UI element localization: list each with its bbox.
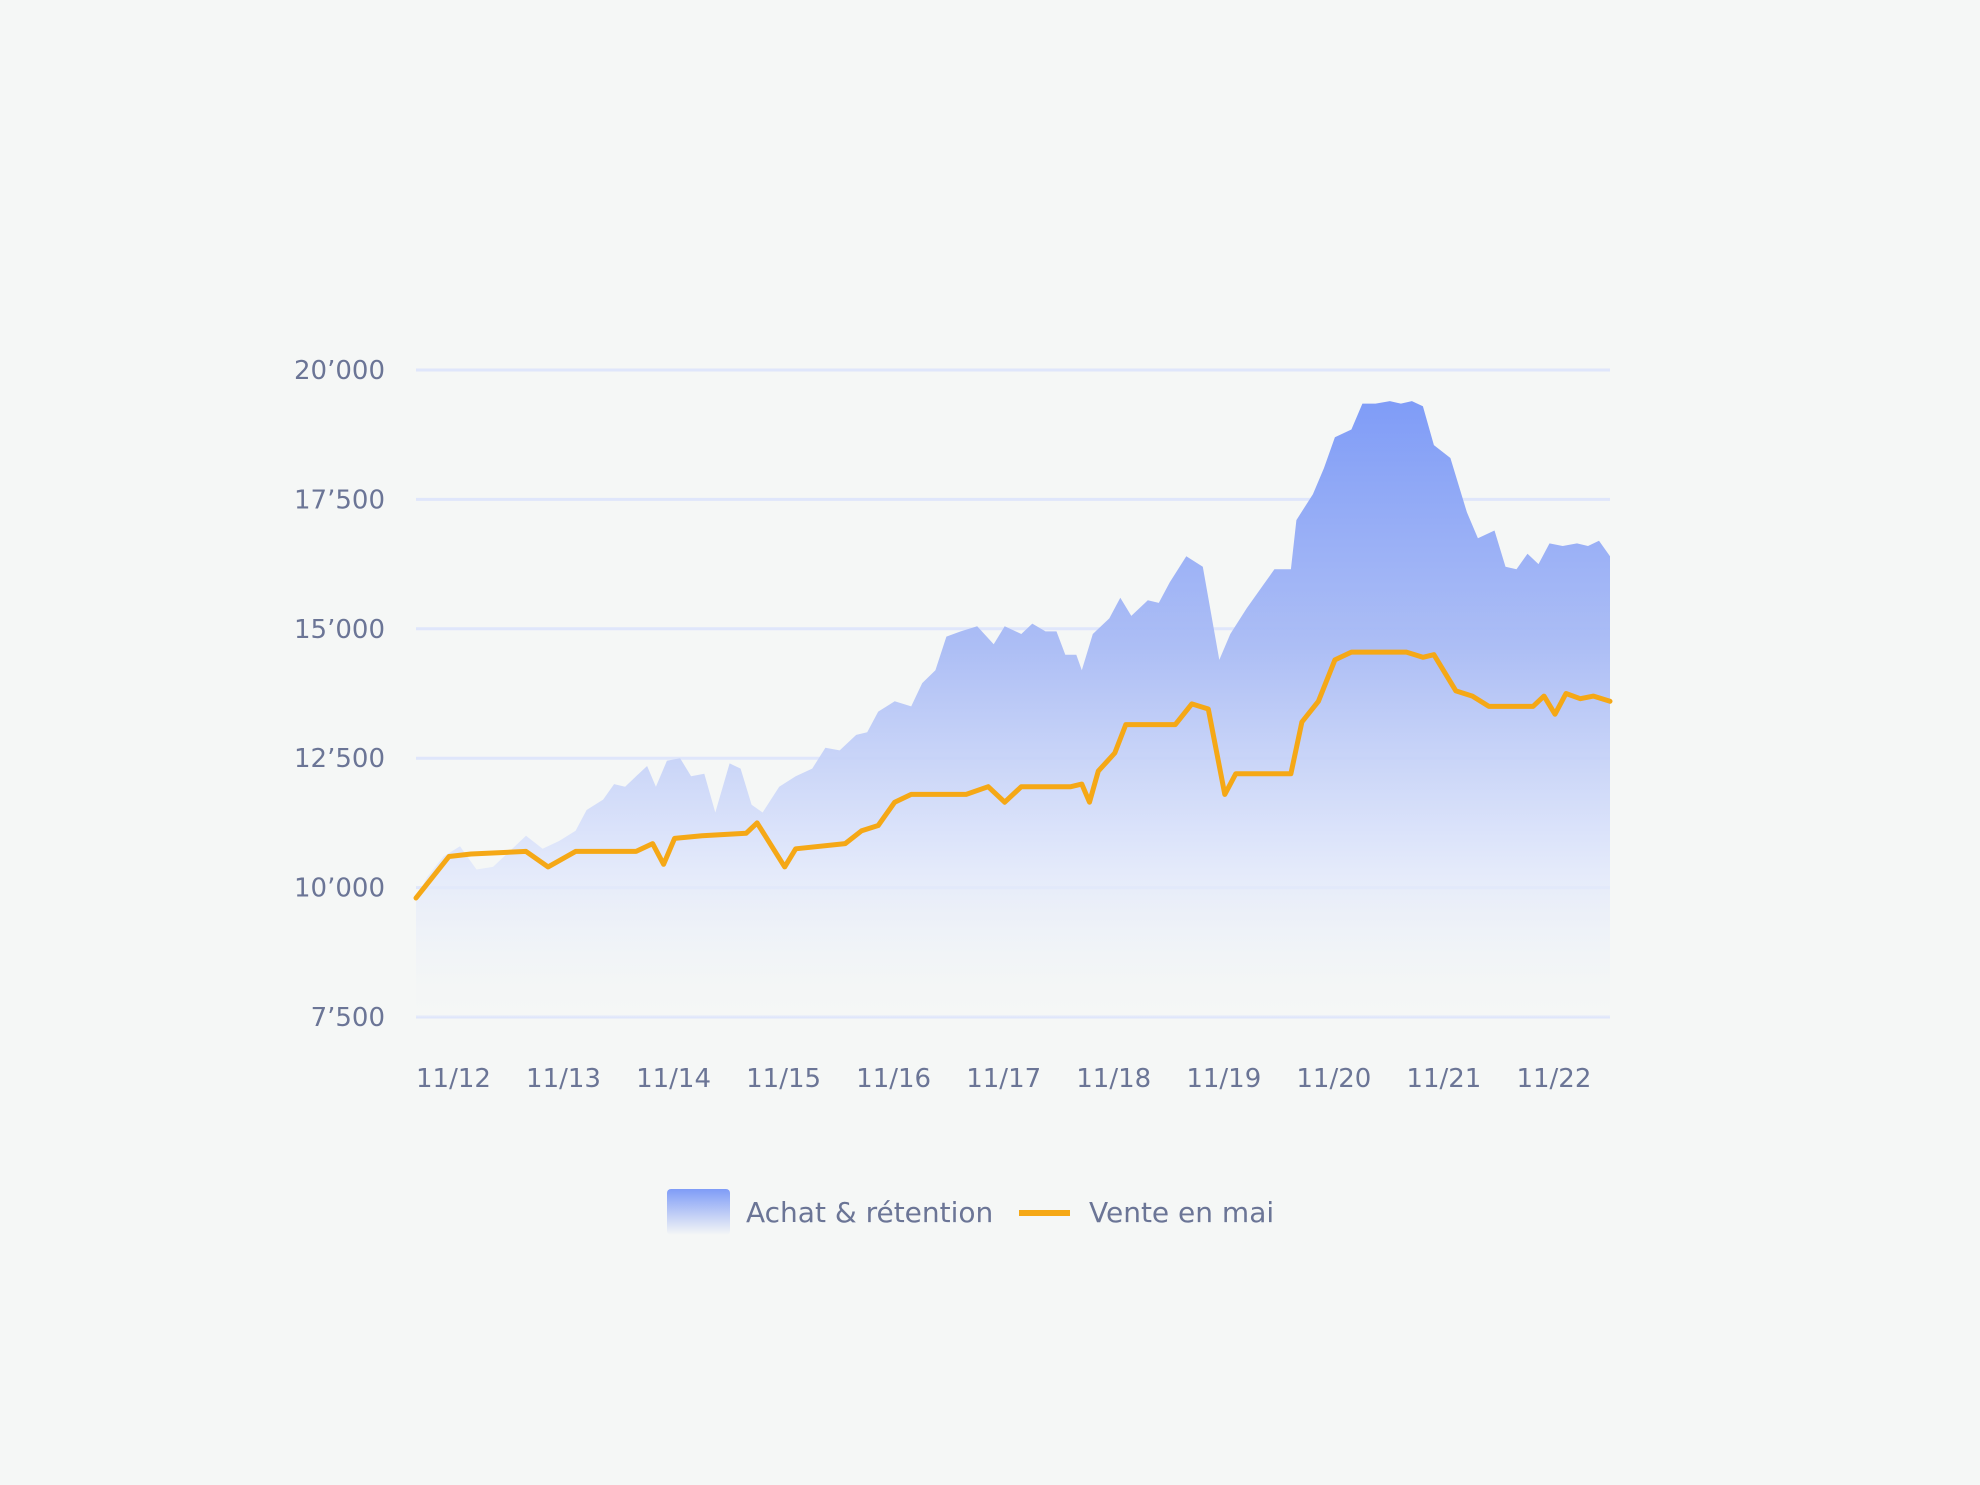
x-tick-label-2: 11/14: [636, 1064, 711, 1094]
x-tick-label-8: 11/20: [1296, 1064, 1371, 1094]
x-tick-label-10: 11/22: [1516, 1064, 1591, 1094]
y-tick-label-0: 7’500: [311, 1003, 385, 1033]
legend-swatch-achat-retention: [667, 1189, 730, 1235]
x-tick-label-3: 11/15: [746, 1064, 821, 1094]
y-tick-label-3: 15’000: [294, 615, 385, 645]
y-tick-label-4: 17’500: [294, 485, 385, 515]
x-tick-label-5: 11/17: [966, 1064, 1041, 1094]
y-tick-label-1: 10’000: [294, 874, 385, 904]
y-tick-label-2: 12’500: [294, 744, 385, 774]
x-axis: 11/12 11/13 11/14 11/15 11/16 11/17 11/18 11/19…: [416, 1064, 1591, 1094]
x-tick-label-9: 11/21: [1406, 1064, 1481, 1094]
legend: Achat & rétention Vente en mai: [667, 1189, 1274, 1235]
y-tick-label-5: 20’000: [294, 356, 385, 386]
series-line-vente-en-mai: [413, 649, 1613, 901]
x-tick-label-4: 11/16: [856, 1064, 931, 1094]
y-axis: 7’500 10’000 12’500 15’000 17’500 20’000: [294, 356, 385, 1033]
legend-label-vente-en-mai: Vente en mai: [1089, 1196, 1274, 1229]
x-tick-label-0: 11/12: [416, 1064, 491, 1094]
series-area-achat-retention: [416, 401, 1610, 1018]
x-tick-label-7: 11/19: [1186, 1064, 1261, 1094]
x-tick-label-1: 11/13: [526, 1064, 601, 1094]
legend-label-achat-retention: Achat & rétention: [746, 1196, 993, 1229]
series: [413, 401, 1613, 1018]
x-tick-label-6: 11/18: [1076, 1064, 1151, 1094]
